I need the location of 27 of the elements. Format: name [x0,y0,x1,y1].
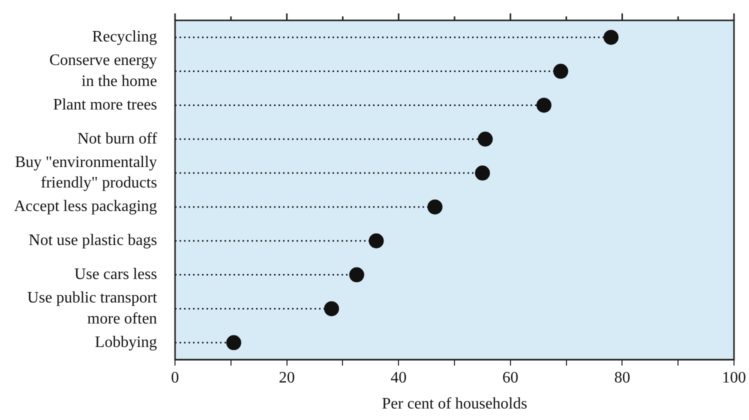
y-tick-label: Use cars less [74,266,158,284]
point [604,30,619,45]
y-tick-label: Recycling [92,28,158,46]
x-tick-label: 80 [614,369,630,386]
point [474,166,490,181]
point [349,267,364,282]
x-tick-label: 20 [278,369,295,386]
x-tick-label: 60 [502,369,518,386]
point [427,199,442,214]
x-tick-label: 40 [390,369,407,386]
point [553,64,568,79]
y-tick-label: Not use plastic bags [28,232,158,250]
y-tick-label: Lobbying [94,334,158,351]
y-tick-label: Buy "environmentally friendly" products [14,154,158,192]
point [226,335,242,350]
y-tick-label: Conserve energy in the home [49,52,158,90]
y-tick-label: Plant more trees [53,96,158,114]
x-axis-title: Per cent of households [382,396,528,413]
y-tick-label: Use public transport more often [27,290,158,328]
point [368,233,384,248]
x-tick-label: 100 [722,369,746,386]
y-tick-label: Not burn off [77,130,158,148]
point [536,98,552,113]
x-tick-label: 0 [171,369,180,386]
point [478,132,493,147]
y-tick-label: Accept less packaging [14,198,158,216]
point [324,301,340,316]
